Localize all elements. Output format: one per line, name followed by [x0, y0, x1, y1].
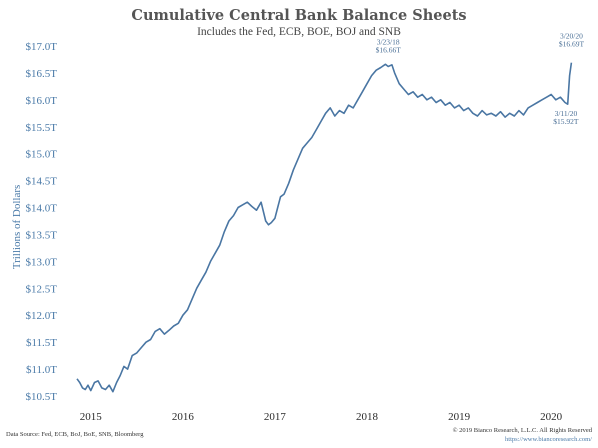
data-source: Data Source: Fed, ECB, BoJ, BoE, SNB, Bl… [6, 431, 144, 438]
y-tick-label: $16.5T [26, 68, 58, 80]
website-link[interactable]: https://www.biancoresearch.com/ [505, 436, 592, 443]
y-tick-label: $11.5T [26, 337, 57, 349]
chart-title: Cumulative Central Bank Balance Sheets [131, 7, 466, 24]
annotation-label: 3/23/18 [377, 37, 400, 46]
y-tick-label: $13.5T [26, 229, 58, 241]
y-tick-label: $14.5T [26, 176, 58, 188]
annotation-label: $16.69T [559, 40, 585, 49]
y-tick-label: $16.0T [26, 95, 58, 107]
y-tick-label: $14.0T [26, 203, 58, 215]
y-tick-label: $15.0T [26, 149, 58, 161]
y-tick-label: $12.5T [26, 283, 58, 295]
y-tick-label: $17.0T [26, 41, 58, 53]
annotations: 3/23/18$16.66T 3/11/20$15.92T 3/20/20$16.6… [376, 32, 585, 126]
annotation-label: 3/11/20 [555, 109, 578, 118]
y-tick-label: $10.5T [26, 391, 58, 403]
y-axis-ticks: $10.5T $11.0T $11.5T $12.0T $12.5T $13.0T $13.… [26, 41, 58, 403]
series-layer [76, 62, 573, 393]
y-axis-label: Trillions of Dollars [11, 185, 23, 270]
x-tick-label: 2015 [80, 411, 103, 423]
x-tick-label: 2016 [172, 411, 195, 423]
annotation-label: 3/20/20 [560, 32, 583, 41]
y-tick-label: $13.0T [26, 256, 58, 268]
x-axis-ticks: 2015 2016 2017 2018 2019 2020 [80, 411, 563, 423]
y-tick-label: $11.0T [26, 364, 57, 376]
annotation-label: $15.92T [553, 117, 579, 126]
copyright-notice: © 2019 Bianco Research, L.L.C. All Right… [453, 427, 593, 434]
y-tick-label: $12.0T [26, 310, 58, 322]
chart-subtitle: Includes the Fed, ECB, BOE, BOJ and SNB [197, 26, 401, 38]
y-tick-label: $15.5T [26, 122, 58, 134]
x-tick-label: 2019 [448, 411, 471, 423]
x-tick-label: 2017 [264, 411, 287, 423]
annotation-label: $16.66T [376, 45, 402, 54]
x-tick-label: 2020 [540, 411, 563, 423]
series-line [76, 62, 573, 393]
x-tick-label: 2018 [356, 411, 379, 423]
